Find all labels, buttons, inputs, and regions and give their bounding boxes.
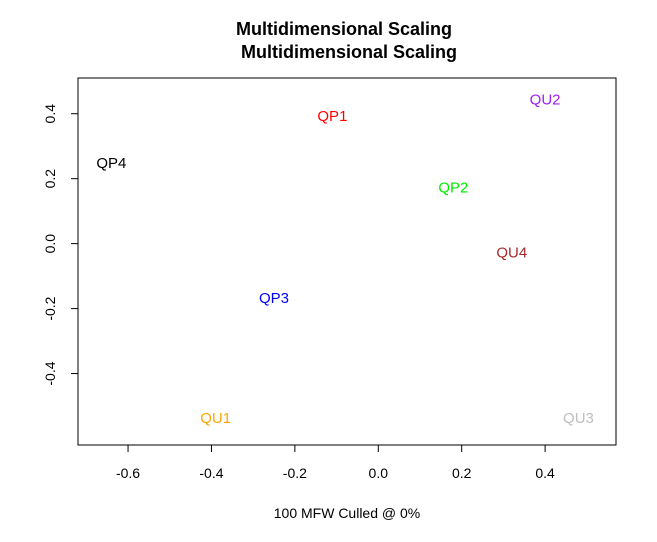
x-tick-label: 0.0	[369, 465, 389, 481]
x-tick-label: -0.6	[116, 465, 140, 481]
y-tick-label: -0.4	[42, 361, 58, 385]
y-tick-label: 0.4	[42, 104, 58, 124]
plot-area-frame	[77, 77, 617, 446]
x-tick-label: 0.4	[535, 465, 555, 481]
point-label-qp4: QP4	[96, 155, 126, 172]
y-axis: -0.4 -0.2 0.0 0.2 0.4	[42, 104, 79, 386]
x-axis: -0.6 -0.4 -0.2 0.0 0.2 0.4	[116, 444, 555, 481]
point-label-qp1: QP1	[317, 108, 347, 125]
y-tick-label: 0.0	[42, 234, 58, 254]
point-label-qu2: QU2	[530, 92, 561, 109]
point-label-qu1: QU1	[200, 410, 231, 427]
point-label-qu3: QU3	[563, 410, 594, 427]
chart-title: Multidimensional Scaling	[236, 19, 452, 39]
x-axis-label: 100 MFW Culled @ 0%	[274, 505, 420, 521]
point-labels: QP1 QP2 QP3 QP4 QU1 QU2 QU3 QU4	[96, 92, 594, 427]
y-tick-label: 0.2	[42, 169, 58, 189]
y-tick-label: -0.2	[42, 296, 58, 320]
x-tick-label: -0.4	[199, 465, 223, 481]
point-label-qp3: QP3	[259, 290, 289, 307]
chart-subtitle: Multidimensional Scaling	[241, 42, 457, 62]
x-tick-label: -0.2	[283, 465, 307, 481]
point-label-qu4: QU4	[496, 244, 527, 261]
x-tick-label: 0.2	[452, 465, 472, 481]
point-label-qp2: QP2	[438, 179, 468, 196]
